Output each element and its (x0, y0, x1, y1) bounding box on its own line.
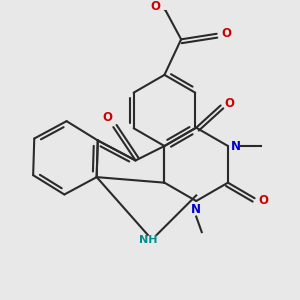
Text: N: N (231, 140, 241, 152)
Text: O: O (151, 0, 160, 13)
Text: N: N (191, 203, 201, 216)
Text: O: O (224, 97, 235, 110)
Text: O: O (222, 27, 232, 40)
Text: NH: NH (139, 236, 157, 245)
Text: O: O (259, 194, 269, 207)
Text: O: O (103, 111, 113, 124)
